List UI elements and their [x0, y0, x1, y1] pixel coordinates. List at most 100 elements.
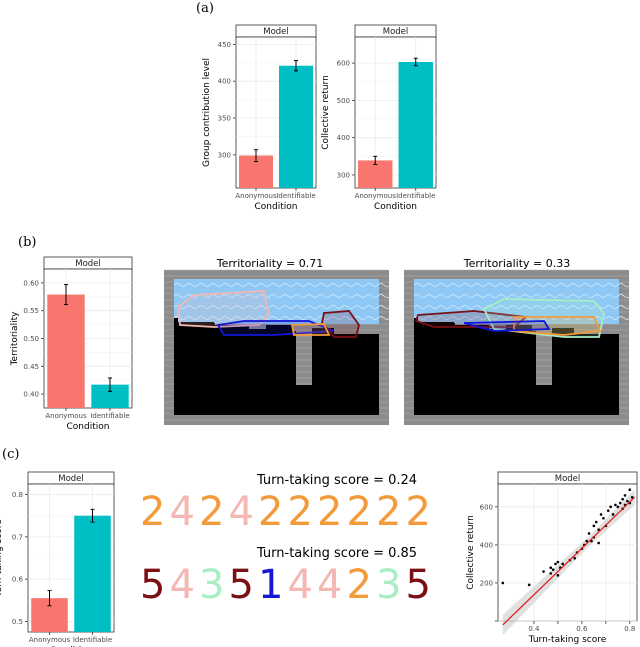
wave: [425, 316, 439, 320]
wave: [521, 305, 535, 309]
scatter-point: [556, 560, 560, 564]
wave: [449, 316, 463, 320]
agent-block: [448, 323, 455, 329]
y-tick-label: 300: [337, 171, 350, 179]
territory-outline: [321, 310, 360, 338]
territoriality-scene-high: [164, 269, 391, 425]
turn-digit: 5: [140, 562, 165, 608]
agent-block: [518, 325, 525, 331]
wave: [317, 316, 331, 320]
wave: [545, 305, 559, 309]
scatter-point: [501, 581, 505, 585]
wave: [425, 294, 439, 298]
y-axis-label: Collective return: [321, 75, 331, 150]
wave: [341, 283, 355, 287]
y-tick-label: 400: [480, 541, 493, 549]
turn-digit: 5: [406, 562, 431, 608]
scatter-point: [527, 583, 531, 587]
chart-group-contribution: Model 300 350 400 450 Anonymous Identifiable Co…: [202, 24, 317, 212]
x-tick-label: Identifiable: [396, 192, 435, 200]
turn-digit: 2: [406, 489, 431, 535]
wave: [281, 305, 295, 309]
wave: [581, 305, 595, 309]
agent-block: [242, 325, 249, 331]
wave: [461, 305, 475, 309]
wave: [533, 305, 547, 309]
wave: [557, 305, 571, 309]
turn-digit: 4: [170, 489, 195, 535]
wave: [173, 283, 187, 287]
wave: [341, 316, 355, 320]
wave: [173, 305, 187, 309]
y-tick-label: 350: [218, 115, 231, 123]
wave: [221, 305, 235, 309]
x-tick-label: Identifiable: [90, 412, 129, 420]
scatter-point: [611, 513, 615, 516]
bar-identifiable: [398, 61, 433, 188]
wave: [569, 305, 583, 309]
wave: [365, 316, 379, 320]
wave: [545, 283, 559, 287]
y-tick-label: 600: [480, 503, 493, 511]
regression-line: [502, 496, 636, 626]
wave: [605, 294, 619, 298]
turn-digit: 4: [170, 562, 195, 608]
wave: [593, 305, 607, 309]
x-axis-label: Condition: [374, 202, 417, 212]
y-axis-label: Turn-taking score: [0, 519, 4, 598]
ground: [414, 318, 619, 415]
scatter-point: [556, 574, 560, 577]
wave: [257, 283, 271, 287]
y-tick-label: 0.60: [23, 279, 39, 287]
turn-taking-sequences: 2 4 2 4 2 2 2 2 2 25 4 3 5 1 4 4 2 3 5: [140, 489, 431, 608]
turn-digit: 2: [199, 489, 224, 535]
turn-digit: 2: [288, 489, 313, 535]
turn-digit: 4: [229, 489, 254, 535]
facet-strip-label: Model: [263, 27, 289, 37]
chart-scatter-turn-taking: Model 200 400 600 0.4 0.6 0.8 Turn-taking score…: [466, 471, 638, 645]
scatter-point: [602, 516, 605, 520]
scatter-point: [549, 572, 553, 575]
wave: [329, 305, 343, 309]
wave: [257, 294, 271, 298]
y-tick-label: 450: [218, 41, 231, 49]
wave: [245, 305, 259, 309]
y-tick-label: 0.40: [23, 391, 39, 399]
scatter-point: [551, 568, 555, 571]
wave: [293, 316, 307, 320]
wave: [233, 283, 247, 287]
wave: [497, 305, 511, 309]
turn-digit: 3: [199, 562, 224, 608]
territory-outline: [290, 323, 331, 336]
wave: [341, 294, 355, 298]
wave: [617, 305, 631, 309]
wave: [413, 316, 427, 320]
scatter-point: [609, 505, 612, 509]
scatter-point: [630, 496, 634, 499]
y-axis-label: Territoriality: [10, 311, 20, 367]
wave: [353, 294, 367, 298]
wave: [425, 305, 439, 309]
wave: [449, 294, 463, 298]
wave: [533, 294, 547, 298]
wave: [521, 294, 535, 298]
wave: [437, 294, 451, 298]
wave: [521, 283, 535, 287]
wave: [605, 305, 619, 309]
scatter-point: [594, 520, 598, 524]
x-tick-label: Identifiable: [73, 636, 112, 644]
wave: [257, 316, 271, 320]
wave: [569, 294, 583, 298]
wave: [497, 294, 511, 298]
wave: [269, 316, 283, 320]
wave: [377, 283, 391, 287]
wave: [269, 305, 283, 309]
panel-label-b: (b): [18, 235, 36, 250]
wave: [281, 283, 295, 287]
facet-strip-label: Model: [75, 259, 101, 269]
facet-strip-label: Model: [58, 474, 84, 484]
wave: [293, 294, 307, 298]
y-tick-label: 400: [218, 78, 231, 86]
wave: [413, 283, 427, 287]
turn-digit: 3: [376, 562, 401, 608]
